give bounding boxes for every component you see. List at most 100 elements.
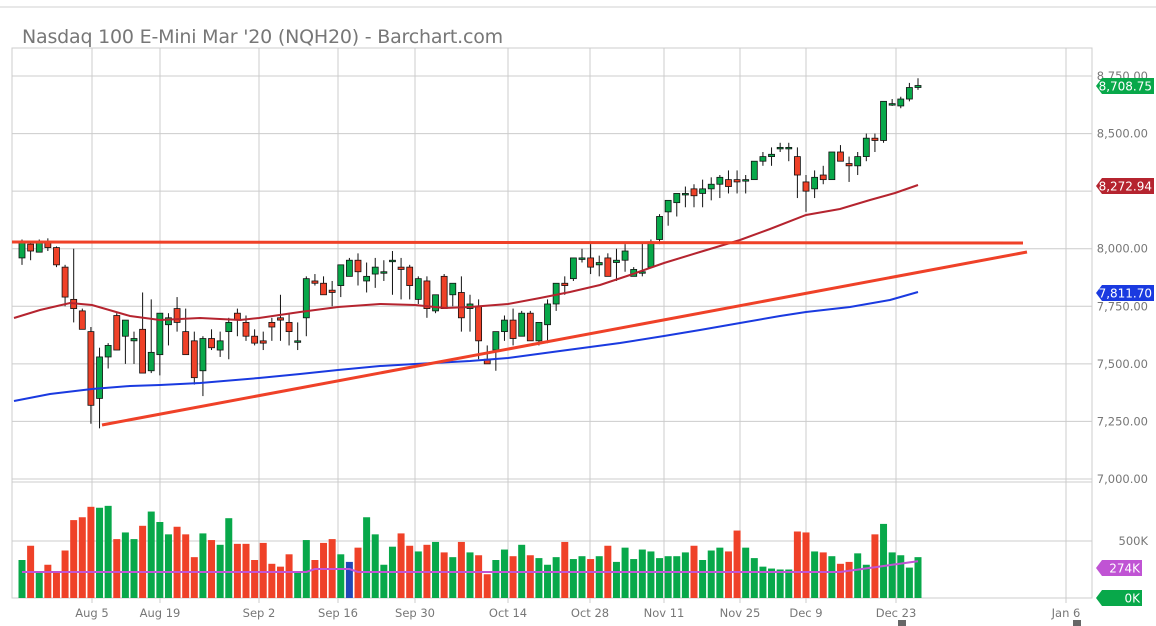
volume-bar[interactable]: [70, 520, 78, 598]
volume-bar[interactable]: [638, 549, 646, 598]
candle-body[interactable]: [699, 188, 707, 194]
candle-body[interactable]: [768, 153, 775, 158]
volume-bar[interactable]: [190, 557, 198, 598]
volume-bar[interactable]: [483, 574, 491, 598]
candle-body[interactable]: [802, 181, 810, 192]
candle-body[interactable]: [190, 340, 198, 379]
volume-bar[interactable]: [914, 557, 922, 598]
candle-body[interactable]: [268, 322, 276, 328]
candle-body[interactable]: [725, 179, 732, 187]
candle-body[interactable]: [785, 146, 793, 150]
volume-bar[interactable]: [440, 552, 448, 598]
volume-bar[interactable]: [432, 541, 440, 598]
volume-bar[interactable]: [371, 534, 379, 598]
volume-bar[interactable]: [397, 533, 405, 598]
candle-body[interactable]: [328, 289, 336, 293]
volume-bar[interactable]: [802, 532, 810, 598]
candle-body[interactable]: [139, 328, 147, 374]
volume-bar[interactable]: [276, 566, 284, 598]
volume-bar[interactable]: [337, 554, 345, 598]
candle-body[interactable]: [320, 282, 327, 296]
volume-bar[interactable]: [225, 518, 233, 598]
candle-body[interactable]: [518, 312, 526, 337]
candle-body[interactable]: [242, 322, 250, 337]
candle-body[interactable]: [475, 305, 483, 342]
candle-body[interactable]: [854, 156, 862, 167]
volume-bar[interactable]: [294, 571, 302, 598]
volume-bar[interactable]: [535, 558, 543, 598]
volume-bar[interactable]: [664, 556, 672, 598]
candle-body[interactable]: [578, 257, 586, 260]
volume-bar[interactable]: [311, 560, 319, 598]
volume-bar[interactable]: [139, 525, 147, 598]
volume-bar[interactable]: [595, 556, 603, 598]
volume-bar[interactable]: [457, 541, 465, 598]
candle-body[interactable]: [182, 331, 190, 356]
volume-bar[interactable]: [733, 530, 741, 598]
candle-body[interactable]: [681, 193, 689, 196]
candle-body[interactable]: [793, 156, 801, 176]
candle-body[interactable]: [389, 259, 396, 263]
candle-body[interactable]: [905, 87, 913, 100]
candle-body[interactable]: [845, 163, 853, 167]
candle-body[interactable]: [595, 262, 603, 266]
candle-body[interactable]: [216, 340, 224, 351]
candle-body[interactable]: [354, 259, 362, 273]
volume-bar[interactable]: [862, 564, 870, 598]
volume-bar[interactable]: [828, 556, 836, 598]
volume-bar[interactable]: [268, 563, 276, 598]
volume-bar[interactable]: [242, 543, 250, 598]
candle-body[interactable]: [121, 319, 129, 337]
candle-body[interactable]: [87, 331, 95, 406]
candle-body[interactable]: [871, 137, 879, 141]
volume-bar[interactable]: [612, 561, 620, 598]
candle-body[interactable]: [880, 100, 887, 141]
volume-bar[interactable]: [466, 552, 474, 598]
volume-bar[interactable]: [113, 539, 121, 598]
volume-bar[interactable]: [854, 553, 862, 598]
volume-bar[interactable]: [259, 542, 267, 598]
candle-body[interactable]: [285, 322, 293, 333]
volume-bar[interactable]: [630, 559, 638, 598]
volume-bar[interactable]: [776, 569, 784, 599]
volume-bar[interactable]: [363, 517, 371, 598]
volume-bar[interactable]: [647, 551, 655, 598]
volume-bar[interactable]: [164, 534, 172, 598]
candle-body[interactable]: [397, 266, 405, 270]
volume-bar[interactable]: [449, 557, 457, 598]
candle-body[interactable]: [733, 179, 741, 183]
volume-bar[interactable]: [414, 551, 422, 598]
candle-body[interactable]: [380, 271, 388, 274]
volume-bar[interactable]: [897, 555, 905, 598]
candle-body[interactable]: [561, 282, 569, 286]
volume-bar[interactable]: [492, 560, 500, 598]
volume-bar[interactable]: [285, 554, 293, 598]
volume-bar[interactable]: [587, 559, 595, 598]
candle-body[interactable]: [61, 266, 69, 298]
volume-bar[interactable]: [836, 563, 844, 598]
volume-bar[interactable]: [156, 522, 164, 598]
candle-body[interactable]: [104, 345, 112, 358]
candle-body[interactable]: [27, 243, 35, 252]
candle-body[interactable]: [776, 146, 784, 150]
candle-body[interactable]: [492, 331, 500, 351]
candle-body[interactable]: [414, 278, 422, 300]
candle-body[interactable]: [707, 183, 715, 190]
volume-bar[interactable]: [526, 555, 534, 598]
candle-body[interactable]: [337, 264, 345, 286]
candle-body[interactable]: [208, 338, 215, 349]
candle-body[interactable]: [173, 308, 181, 323]
candle-body[interactable]: [302, 278, 310, 319]
candle-body[interactable]: [819, 174, 827, 181]
candle-body[interactable]: [449, 282, 457, 296]
candle-body[interactable]: [96, 356, 103, 399]
candle-body[interactable]: [199, 338, 207, 372]
candle-body[interactable]: [837, 151, 844, 162]
candle-body[interactable]: [914, 85, 922, 88]
candle-body[interactable]: [53, 247, 60, 266]
volume-bar[interactable]: [87, 506, 95, 598]
volume-bar[interactable]: [208, 540, 216, 598]
volume-bar[interactable]: [35, 572, 43, 598]
candle-body[interactable]: [311, 280, 319, 284]
candle-body[interactable]: [862, 137, 870, 157]
